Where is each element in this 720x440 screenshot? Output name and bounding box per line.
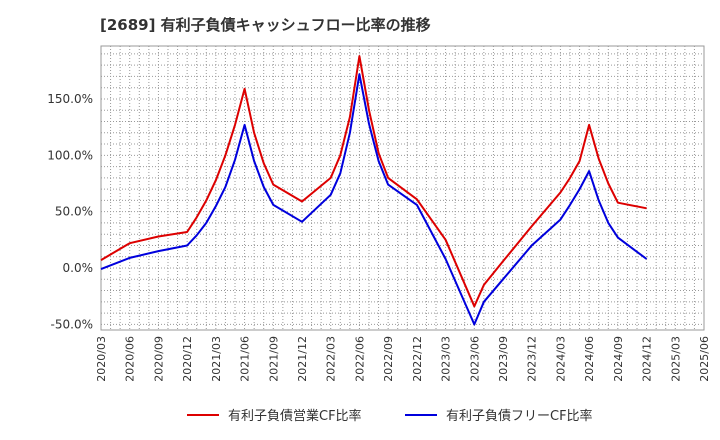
- x-tick-label: 2022/06: [353, 336, 366, 382]
- x-tick-label: 2023/09: [497, 336, 510, 382]
- y-tick-label: -50.0%: [51, 317, 93, 331]
- x-tick-label: 2020/12: [181, 336, 194, 382]
- x-tick-label: 2020/03: [95, 336, 108, 382]
- x-tick-label: 2025/03: [669, 336, 682, 382]
- series-lines: [100, 55, 648, 326]
- x-tick-label: 2021/06: [239, 336, 252, 382]
- x-tick-label: 2025/06: [698, 336, 711, 382]
- x-tick-label: 2022/12: [411, 336, 424, 382]
- x-tick-label: 2021/12: [296, 336, 309, 382]
- y-tick-label: 150.0%: [47, 92, 93, 106]
- x-tick-label: 2023/12: [526, 336, 539, 382]
- x-tick-label: 2024/12: [641, 336, 654, 382]
- plot-area: [100, 45, 705, 331]
- x-tick-label: 2022/09: [382, 336, 395, 382]
- chart-title: [2689] 有利子負債キャッシュフロー比率の推移: [100, 16, 431, 34]
- legend-label-1: 有利子負債営業CF比率: [228, 408, 362, 424]
- x-tick-label: 2021/03: [210, 336, 223, 382]
- x-tick-label: 2020/09: [152, 336, 165, 382]
- x-tick-label: 2024/03: [554, 336, 567, 382]
- x-tick-label: 2023/06: [468, 336, 481, 382]
- y-tick-label: 100.0%: [47, 148, 93, 162]
- series-line-2: [100, 73, 648, 326]
- x-axis-tick-labels: 2020/03 2020/06 2020/09 2020/12 2021/03 2021/…: [95, 336, 711, 382]
- series-line-1: [100, 55, 647, 308]
- x-tick-label: 2023/03: [440, 336, 453, 382]
- x-tick-label: 2020/06: [124, 336, 137, 382]
- x-tick-label: 2024/09: [612, 336, 625, 382]
- legend-label-2: 有利子負債フリーCF比率: [446, 408, 593, 424]
- y-axis-tick-labels: 150.0% 100.0% 50.0% 0.0% -50.0%: [47, 92, 93, 331]
- x-tick-label: 2024/06: [583, 336, 596, 382]
- x-tick-label: 2021/09: [267, 336, 280, 382]
- y-tick-label: 0.0%: [63, 261, 94, 275]
- y-tick-label: 50.0%: [55, 205, 93, 219]
- x-tick-label: 2022/03: [325, 336, 338, 382]
- legend: 有利子負債営業CF比率 有利子負債フリーCF比率: [187, 408, 593, 424]
